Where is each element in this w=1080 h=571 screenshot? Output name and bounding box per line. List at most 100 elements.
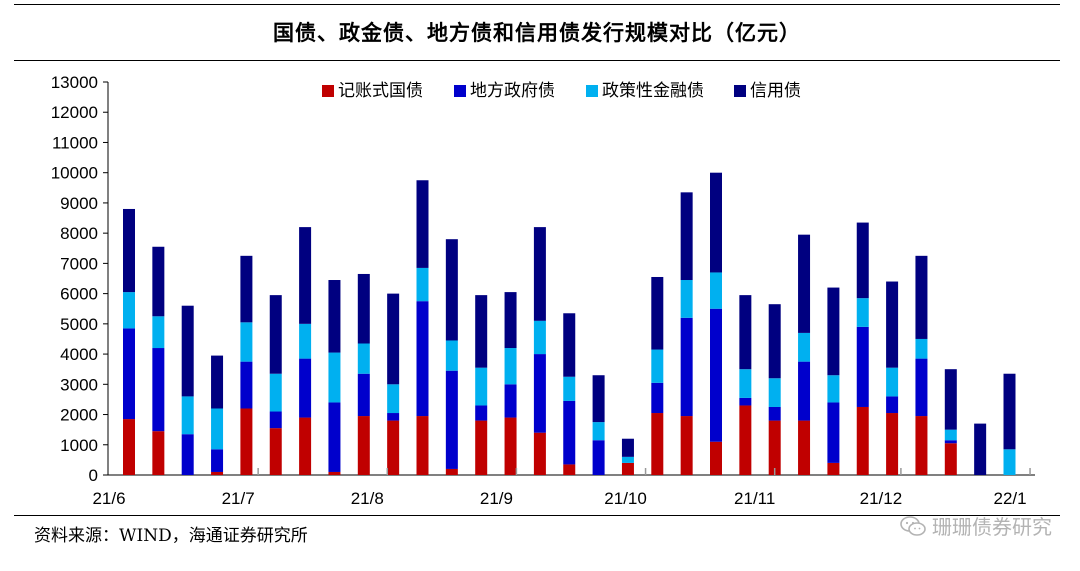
bar-segment-credit: [710, 172, 722, 273]
bar-segment-policy: [798, 332, 811, 362]
bar-segment-treasury: [563, 464, 576, 475]
bar-segment-local: [181, 434, 194, 475]
bar-segment-credit: [827, 287, 840, 376]
bar-segment-local: [798, 361, 811, 421]
bar-segment-treasury: [856, 406, 869, 475]
bar-segment-policy: [504, 348, 517, 385]
x-tick-label: 21/12: [860, 489, 903, 508]
bar-segment-local: [416, 301, 429, 417]
bar-segment-local: [387, 413, 400, 421]
bar-segment-local: [680, 317, 693, 417]
legend-label-local: 地方政府债: [470, 81, 555, 101]
bar-segment-local: [710, 308, 722, 442]
bar-segment-local: [445, 370, 458, 469]
bar-segment-treasury: [915, 416, 928, 475]
bar-segment-treasury: [710, 441, 722, 475]
bar-segment-credit: [357, 273, 370, 344]
bar-segment-credit: [269, 295, 282, 374]
bar-segment-policy: [475, 367, 488, 406]
bar-segment-policy: [416, 267, 429, 302]
bar-segment-policy: [328, 352, 341, 403]
bar-segment-credit: [445, 239, 458, 341]
y-tick-label: 4000: [60, 345, 98, 364]
bar-segment-local: [944, 440, 957, 444]
legend-swatch-local: [454, 85, 466, 97]
wechat-icon: [900, 515, 926, 536]
bar-segment-local: [123, 328, 135, 420]
bar-segment-treasury: [328, 471, 341, 475]
chart-title: 国债、政金债、地方债和信用债发行规模对比（亿元）: [273, 20, 801, 45]
y-tick-label: 0: [89, 466, 98, 485]
bar-segment-treasury: [886, 413, 899, 475]
y-tick-label: 7000: [60, 254, 98, 273]
bar-segment-treasury: [357, 416, 370, 475]
bar-segment-treasury: [827, 462, 840, 475]
bar-segment-policy: [299, 323, 312, 359]
bar-segment-credit: [475, 295, 488, 368]
y-tick-label: 8000: [60, 224, 98, 243]
bottom-divider: [14, 515, 1060, 516]
bar-segment-local: [563, 400, 576, 465]
bar-segment-credit: [387, 293, 400, 385]
x-tick-label: 21/10: [604, 489, 647, 508]
bar-segment-policy: [1003, 449, 1016, 475]
bar-segment-credit: [651, 276, 664, 350]
y-tick-label: 6000: [60, 285, 98, 304]
bar-segment-local: [152, 348, 165, 432]
bar-segment-treasury: [269, 428, 282, 475]
bar-segment-policy: [710, 272, 722, 309]
bar-segment-credit: [886, 281, 899, 368]
bar-segment-policy: [915, 338, 928, 359]
bar-segment-credit: [974, 423, 987, 475]
bar-segment-treasury: [944, 443, 957, 475]
y-tick-label: 1000: [60, 436, 98, 455]
bar-segment-treasury: [416, 416, 429, 475]
bar-segment-credit: [533, 227, 546, 321]
bar-segment-local: [299, 358, 312, 418]
bar-segment-local: [768, 406, 781, 421]
legend-label-treasury: 记账式国债: [338, 81, 423, 101]
bar-segment-policy: [886, 367, 899, 397]
bar-segment-policy: [651, 349, 664, 383]
y-tick-label: 11000: [52, 133, 98, 152]
bar-segment-credit: [798, 234, 811, 333]
bar-segment-treasury: [739, 405, 752, 475]
y-tick-label: 3000: [60, 375, 98, 394]
bar-segment-local: [886, 396, 899, 414]
y-tick-label: 12000: [51, 103, 98, 122]
title-bar: 国债、政金债、地方债和信用债发行规模对比（亿元）: [14, 4, 1060, 61]
bar-segment-credit: [416, 180, 429, 268]
bar-segment-policy: [592, 422, 605, 441]
bar-segment-credit: [211, 355, 224, 409]
bar-segment-policy: [621, 456, 634, 463]
bar-segment-treasury: [211, 471, 224, 475]
bar-segment-treasury: [123, 419, 135, 475]
x-tick-label: 21/6: [92, 489, 125, 508]
bar-segment-policy: [856, 298, 869, 327]
bar-segment-treasury: [768, 420, 781, 475]
bar-segment-treasury: [152, 431, 165, 475]
bar-segment-local: [328, 402, 341, 472]
stacked-bar-chart: 0 1000 2000 3000 4000 5000 6000 7000 8000 9000 100…: [51, 73, 1035, 508]
bar-segment-treasury: [240, 408, 253, 475]
bar-segment-policy: [211, 408, 224, 450]
y-tick-label: 2000: [60, 406, 98, 425]
bar-segment-credit: [739, 295, 752, 370]
source-note: 资料来源：WIND，海通证券研究所: [34, 526, 308, 546]
bar-segment-treasury: [299, 417, 312, 475]
bar-segment-credit: [680, 192, 693, 281]
bar-segment-treasury: [621, 462, 634, 475]
watermark-text: 珊珊债券研究: [932, 515, 1052, 539]
legend-label-policy: 政策性金融债: [602, 81, 704, 101]
bar-segment-local: [856, 326, 869, 407]
bar-segment-policy: [445, 340, 458, 371]
bar-segment-policy: [269, 373, 282, 412]
bar-segment-policy: [827, 375, 840, 403]
bar-segment-local: [504, 384, 517, 418]
bar-segment-treasury: [533, 432, 546, 475]
bar-segment-credit: [915, 255, 928, 339]
bar-segment-policy: [563, 376, 576, 401]
bar-segment-credit: [328, 280, 341, 353]
bar-segment-credit: [1003, 373, 1016, 450]
bar-segment-local: [475, 405, 488, 421]
